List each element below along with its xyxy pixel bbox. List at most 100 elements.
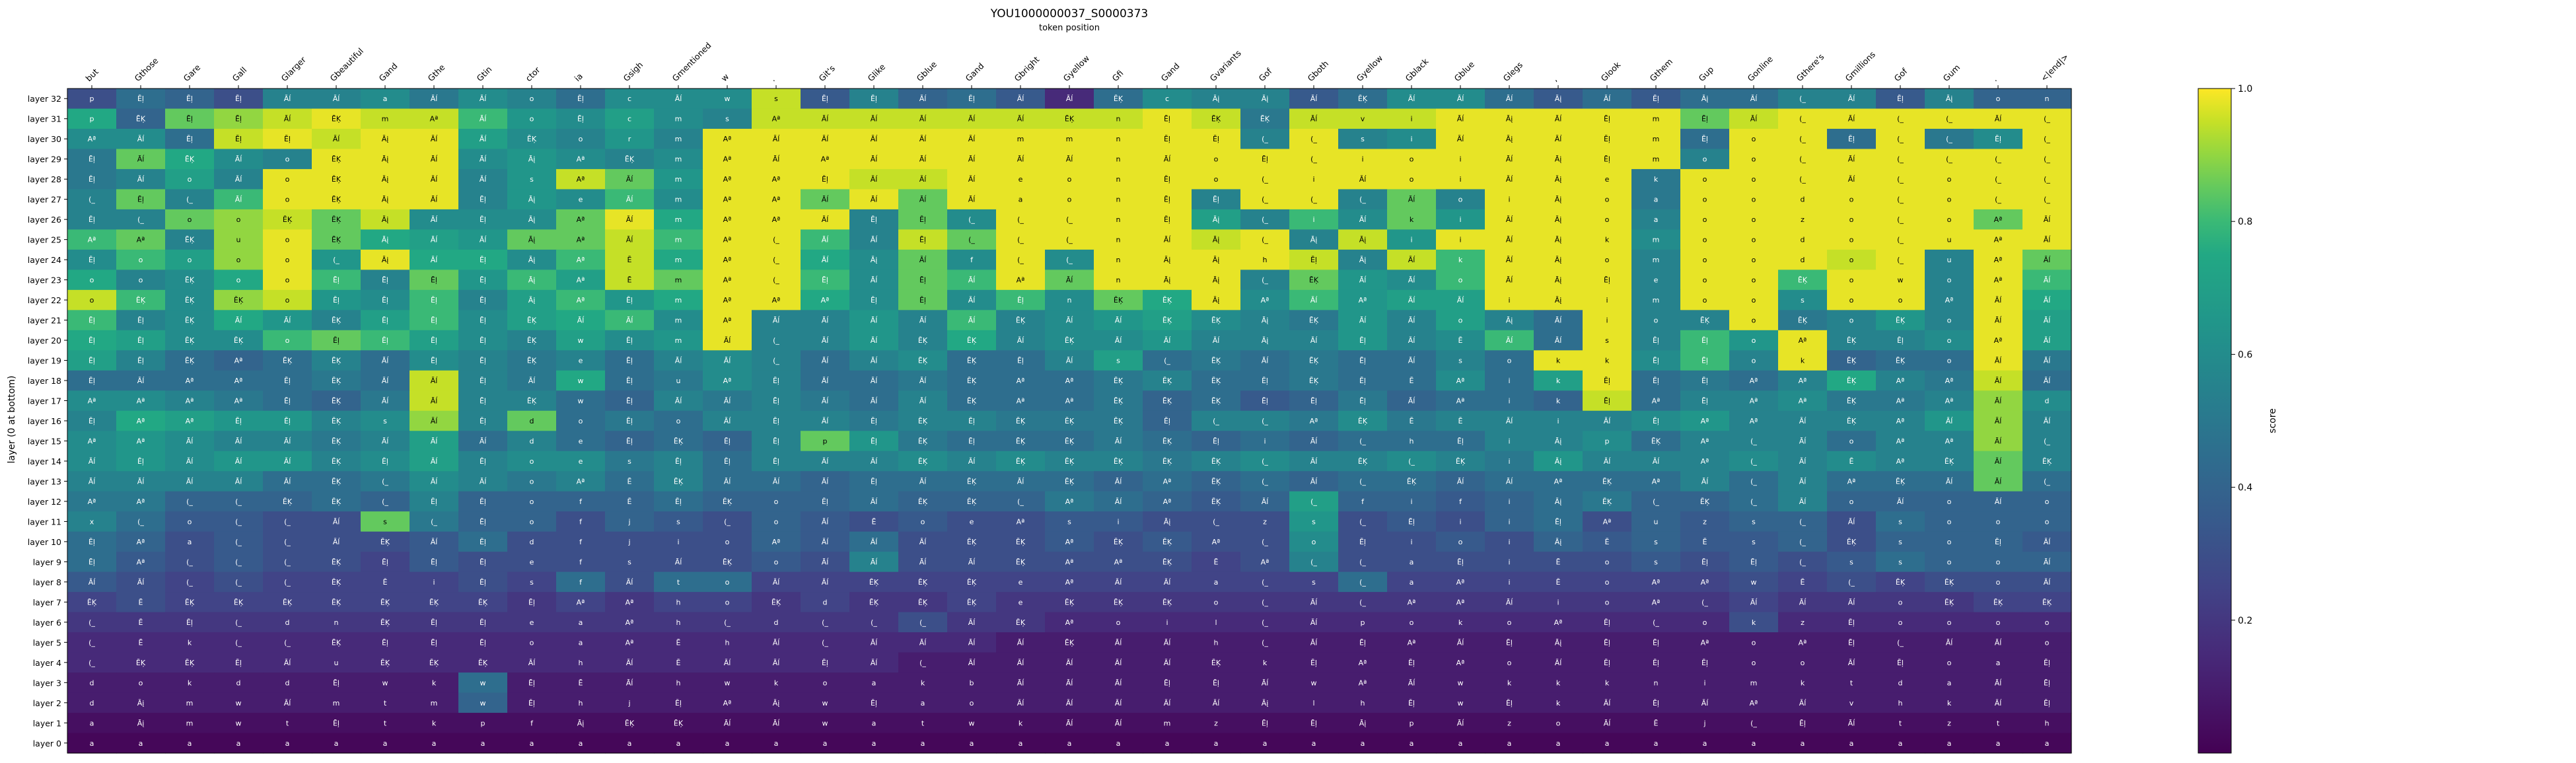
heatmap-cell bbox=[1045, 108, 1094, 129]
cell-label: Ē bbox=[1214, 558, 1219, 566]
cell-label: ĒĶ bbox=[1114, 538, 1124, 546]
heatmap-cell bbox=[312, 390, 361, 412]
cell-label: Ēļ bbox=[626, 377, 633, 385]
cell-label: Āĺ bbox=[1310, 457, 1318, 466]
cell-label: Āĺ bbox=[919, 316, 927, 325]
cell-label: Ēļ bbox=[1262, 377, 1268, 385]
heatmap-cell bbox=[703, 128, 752, 150]
cell-label: o bbox=[1996, 558, 2001, 566]
cell-label: Aª bbox=[1456, 397, 1465, 406]
cell-label: (_ bbox=[1750, 437, 1757, 445]
cell-label: Ēļ bbox=[919, 276, 926, 285]
cell-label: ĒĶ bbox=[185, 276, 195, 285]
cell-label: o bbox=[1898, 598, 1903, 606]
heatmap-cell bbox=[312, 149, 361, 170]
heatmap-cell bbox=[1974, 108, 2023, 129]
cell-label: z bbox=[1703, 517, 1707, 526]
heatmap-cell bbox=[1534, 431, 1583, 452]
heatmap-cell bbox=[263, 168, 312, 190]
cell-label: a bbox=[579, 638, 583, 647]
heatmap-cell bbox=[1485, 350, 1534, 371]
cell-label: Aª bbox=[772, 296, 781, 305]
heatmap-cell bbox=[165, 451, 215, 472]
cell-label: Ē bbox=[1556, 578, 1561, 587]
heatmap-cell bbox=[2022, 168, 2072, 190]
cell-label: Ēļ bbox=[1604, 377, 1610, 385]
heatmap-cell bbox=[605, 289, 655, 310]
heatmap-cell bbox=[1436, 189, 1485, 210]
cell-label: Āĺ bbox=[1506, 477, 1514, 486]
heatmap-cell bbox=[1534, 350, 1583, 371]
x-tick-label: Glook bbox=[1599, 59, 1623, 83]
heatmap-cell bbox=[1289, 128, 1339, 150]
cell-label: a bbox=[1947, 739, 1952, 748]
cell-label: Āĺ bbox=[2044, 558, 2052, 566]
cell-label: Āĺ bbox=[968, 618, 976, 627]
heatmap-cell bbox=[801, 330, 850, 351]
heatmap-cell bbox=[1876, 229, 1925, 250]
cell-label: b bbox=[970, 678, 974, 687]
heatmap-cell bbox=[1045, 310, 1094, 331]
heatmap-cell bbox=[1094, 108, 1143, 129]
cell-label: k bbox=[1654, 175, 1659, 184]
cell-label: e bbox=[530, 618, 534, 627]
heatmap-cell bbox=[801, 149, 850, 170]
cell-label: ĒĶ bbox=[1114, 397, 1124, 406]
cell-label: Āĺ bbox=[1115, 719, 1123, 727]
cell-label: Āĺ bbox=[1995, 497, 2003, 506]
heatmap-cell bbox=[605, 431, 655, 452]
cell-label: Āĺ bbox=[822, 236, 830, 244]
cell-label: Ēļ bbox=[137, 457, 144, 466]
cell-label: w bbox=[822, 719, 828, 727]
heatmap-cell bbox=[1876, 249, 1925, 270]
heatmap-cell bbox=[1778, 310, 1828, 331]
cell-label: (_ bbox=[1897, 256, 1904, 264]
cell-label: Āĺ bbox=[1408, 276, 1416, 285]
cell-label: m bbox=[1653, 115, 1660, 124]
heatmap-cell bbox=[116, 330, 166, 351]
heatmap-cell bbox=[1143, 310, 1192, 331]
cell-label: o bbox=[1605, 256, 1610, 264]
cell-label: Ēļ bbox=[89, 175, 95, 184]
heatmap-cell bbox=[752, 350, 801, 371]
cell-label: (_ bbox=[89, 659, 95, 667]
heatmap-cell bbox=[1778, 128, 1828, 150]
cell-label: Āĺ bbox=[724, 336, 732, 345]
heatmap-cell bbox=[605, 168, 655, 190]
heatmap-cell bbox=[1876, 431, 1925, 452]
cell-label: Āĺ bbox=[1750, 598, 1758, 606]
heatmap-cell bbox=[1240, 108, 1290, 129]
cell-label: Āĺ bbox=[1066, 678, 1074, 687]
cell-label: s bbox=[530, 578, 534, 587]
cell-label: ĒĶ bbox=[1163, 598, 1172, 606]
cell-label: Aª bbox=[1408, 638, 1416, 647]
heatmap-cell bbox=[703, 451, 752, 472]
cell-label: Āĺ bbox=[1262, 678, 1270, 687]
heatmap-cell bbox=[214, 410, 264, 431]
cell-label: a bbox=[921, 739, 925, 748]
cell-label: Āĺ bbox=[1506, 598, 1514, 606]
cell-label: t bbox=[1997, 719, 2000, 727]
cell-label: ĒĶ bbox=[185, 336, 195, 345]
heatmap-cell bbox=[1143, 149, 1192, 170]
cell-label: o bbox=[579, 417, 583, 425]
cell-label: k bbox=[1263, 659, 1268, 667]
heatmap-cell bbox=[1876, 128, 1925, 150]
heatmap-cell bbox=[1338, 229, 1388, 250]
cell-label: o bbox=[1507, 618, 1512, 627]
x-tick-label: Gblue bbox=[1452, 59, 1477, 83]
heatmap-cell bbox=[898, 108, 948, 129]
cell-label: ĒĶ bbox=[1016, 437, 1026, 445]
heatmap-cell bbox=[361, 270, 410, 291]
cell-label: (_ bbox=[284, 578, 291, 587]
cell-label: (_ bbox=[1799, 538, 1806, 546]
cell-label: Āĺ bbox=[919, 135, 927, 143]
cell-label: o bbox=[530, 477, 534, 486]
cell-label: Aª bbox=[1114, 558, 1123, 566]
heatmap-cell bbox=[801, 310, 850, 331]
cell-label: Āĺ bbox=[1115, 477, 1123, 486]
heatmap-cell bbox=[1680, 249, 1730, 270]
cell-label: Ē bbox=[1703, 538, 1707, 546]
cell-label: Aª bbox=[772, 175, 781, 184]
cell-label: Āĺ bbox=[626, 236, 634, 244]
